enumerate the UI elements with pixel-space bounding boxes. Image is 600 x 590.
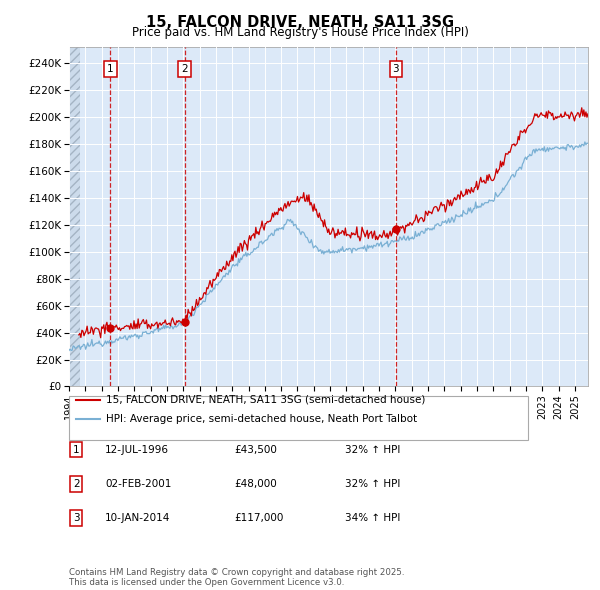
Text: 1: 1: [73, 445, 80, 454]
Text: 2: 2: [73, 479, 80, 489]
Text: 02-FEB-2001: 02-FEB-2001: [105, 479, 172, 489]
Text: 3: 3: [392, 64, 399, 74]
Text: 34% ↑ HPI: 34% ↑ HPI: [345, 513, 400, 523]
Text: 10-JAN-2014: 10-JAN-2014: [105, 513, 170, 523]
Text: £117,000: £117,000: [234, 513, 283, 523]
Text: 15, FALCON DRIVE, NEATH, SA11 3SG (semi-detached house): 15, FALCON DRIVE, NEATH, SA11 3SG (semi-…: [106, 395, 425, 405]
Text: 32% ↑ HPI: 32% ↑ HPI: [345, 479, 400, 489]
Text: 2: 2: [181, 64, 188, 74]
Text: Price paid vs. HM Land Registry's House Price Index (HPI): Price paid vs. HM Land Registry's House …: [131, 26, 469, 39]
Text: 1: 1: [107, 64, 113, 74]
Text: 15, FALCON DRIVE, NEATH, SA11 3SG: 15, FALCON DRIVE, NEATH, SA11 3SG: [146, 15, 454, 30]
Bar: [69, 47, 80, 386]
Text: £48,000: £48,000: [234, 479, 277, 489]
Text: 3: 3: [73, 513, 80, 523]
Text: 32% ↑ HPI: 32% ↑ HPI: [345, 445, 400, 454]
Text: £43,500: £43,500: [234, 445, 277, 454]
Text: 12-JUL-1996: 12-JUL-1996: [105, 445, 169, 454]
Text: HPI: Average price, semi-detached house, Neath Port Talbot: HPI: Average price, semi-detached house,…: [106, 414, 418, 424]
Text: Contains HM Land Registry data © Crown copyright and database right 2025.
This d: Contains HM Land Registry data © Crown c…: [69, 568, 404, 587]
